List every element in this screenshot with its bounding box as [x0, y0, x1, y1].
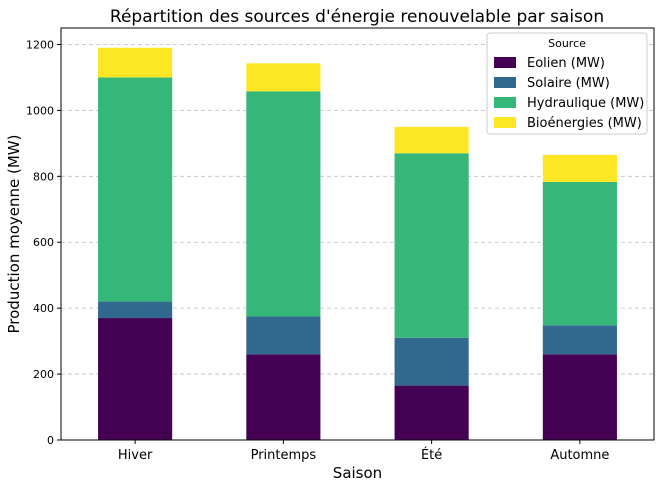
- x-axis-label: Saison: [333, 464, 382, 482]
- plot-frame: [60, 27, 655, 441]
- bar-segment: [98, 47, 173, 78]
- y-axis-label: Production moyenne (MW): [5, 135, 23, 334]
- legend-swatch: [494, 57, 516, 68]
- x-tick-label: Hiver: [118, 448, 153, 463]
- legend-box: [486, 32, 648, 135]
- bar-segment: [394, 385, 469, 440]
- legend-entry: Bioénergies (MW): [527, 116, 642, 131]
- bar-segment: [394, 126, 469, 154]
- bar-segment: [542, 154, 617, 182]
- y-tick-label: 200: [33, 368, 54, 381]
- legend-swatch: [494, 77, 516, 88]
- bars-group: [98, 47, 617, 440]
- x-tick-label: Automne: [550, 448, 609, 463]
- chart-title: Répartition des sources d'énergie renouv…: [110, 7, 604, 27]
- x-tick-label: Printemps: [251, 448, 317, 463]
- y-axis-ticks: 0 200 400 600 800 1000 1200: [26, 38, 61, 447]
- legend: Source Eolien (MW) Solaire (MW) Hydrauliqu…: [486, 32, 648, 135]
- legend-title: Source: [548, 37, 586, 50]
- bar-segment: [246, 316, 321, 355]
- bar-segment: [98, 301, 173, 319]
- y-tick-label: 1000: [26, 104, 54, 117]
- legend-entry: Solaire (MW): [527, 76, 610, 91]
- y-tick-label: 0: [47, 434, 54, 447]
- y-tick-label: 800: [33, 170, 54, 183]
- y-tick-label: 400: [33, 302, 54, 315]
- y-tick-label: 1200: [26, 38, 54, 51]
- bar-segment: [246, 354, 321, 440]
- legend-entry: Hydraulique (MW): [527, 96, 644, 111]
- x-tick-label: Été: [421, 447, 442, 463]
- bar-segment: [394, 153, 469, 338]
- legend-swatch: [494, 117, 516, 128]
- legend-swatch: [494, 97, 516, 108]
- bar-segment: [542, 354, 617, 440]
- bar-segment: [542, 325, 617, 355]
- x-axis-ticks: Hiver Printemps Été Automne: [118, 440, 609, 463]
- bar-segment: [394, 337, 469, 386]
- legend-entry: Eolien (MW): [527, 56, 605, 71]
- bar-segment: [246, 91, 321, 317]
- bar-segment: [98, 77, 173, 302]
- bar-segment: [98, 318, 173, 440]
- bar-segment: [246, 63, 321, 92]
- bar-segment: [542, 181, 617, 326]
- y-tick-label: 600: [33, 236, 54, 249]
